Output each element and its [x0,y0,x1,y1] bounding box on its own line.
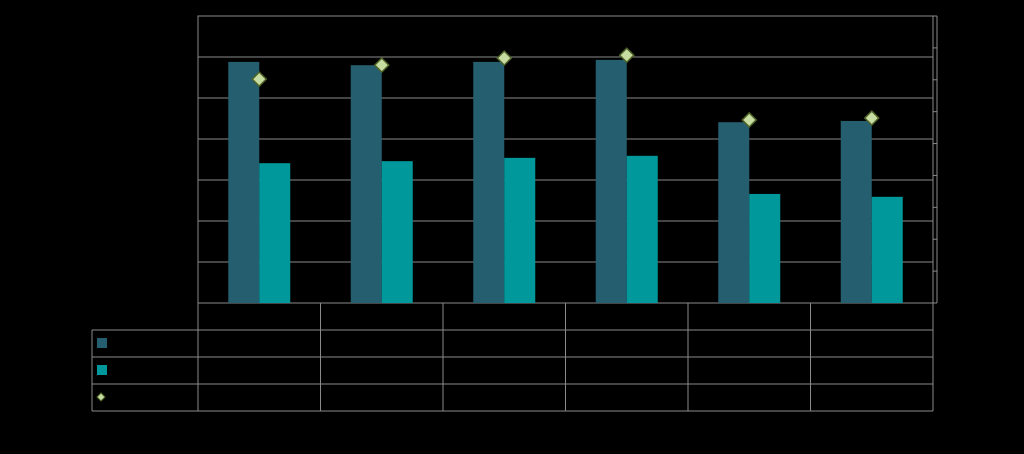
marker [373,57,390,74]
bar [259,163,291,303]
bar [381,161,413,303]
bar [749,193,781,303]
bar [626,155,658,303]
bar [718,122,750,303]
bar [595,59,627,304]
bar [228,61,260,303]
marker [251,71,268,88]
bar [871,196,903,303]
legend-key [97,365,107,375]
plot-frame [197,15,934,304]
bar [350,65,382,303]
marker [496,50,513,67]
bar [473,61,505,303]
marker [618,47,635,64]
bar [840,120,872,304]
marker [741,111,758,129]
legend-key [96,392,106,402]
bar [504,157,536,303]
marker [863,109,880,127]
legend-key [97,338,107,348]
